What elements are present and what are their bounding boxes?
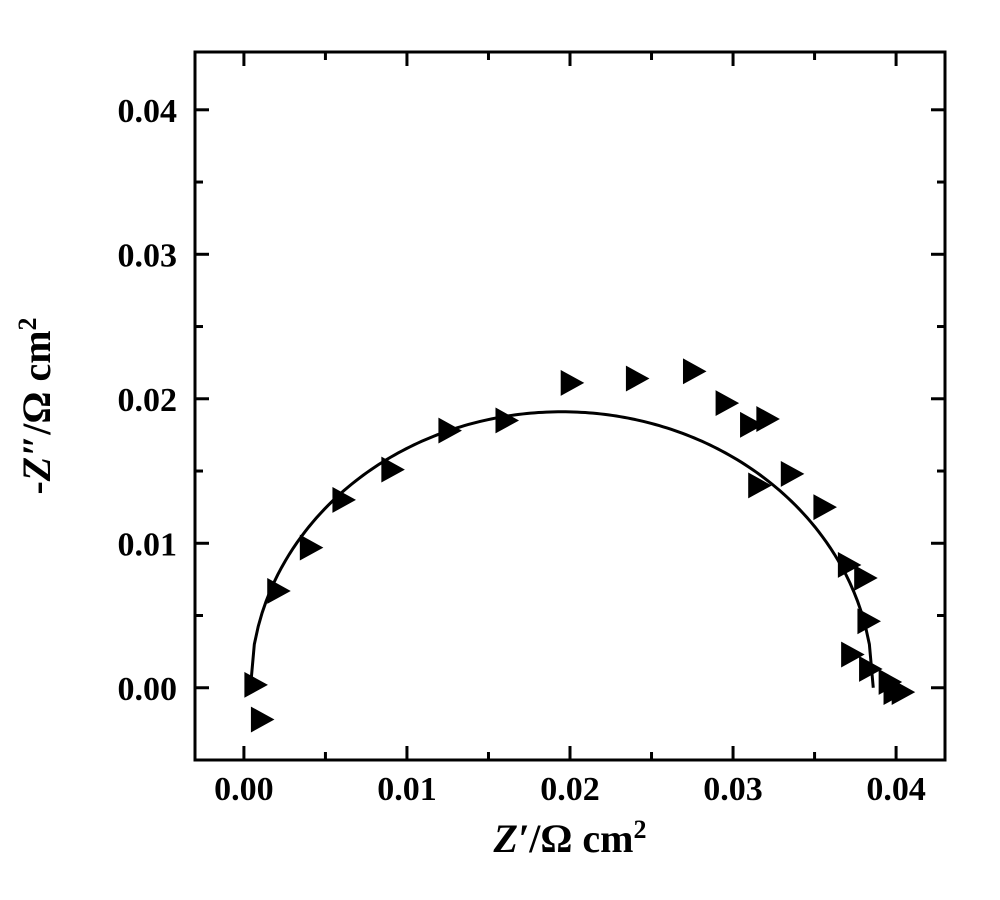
y-tick-label: 0.03 [118,237,178,274]
x-tick-label: 0.01 [377,771,437,808]
nyquist-plot: 0.00 0.01 0.02 0.03 0.04 0.00 0.01 0.02 0.03 0.04… [0,0,1000,900]
x-tick-label: 0.02 [540,771,600,808]
x-axis-label: Z′/Ω cm2 [493,815,647,862]
y-tick-label: 0.04 [118,93,178,130]
y-tick-label: 0.01 [118,526,178,563]
y-tick-label: 0.02 [118,382,178,419]
y-axis-label: -Z″/Ω cm2 [13,317,60,494]
x-tick-label: 0.04 [866,771,926,808]
y-tick-label: 0.00 [118,671,178,708]
x-tick-label: 0.00 [214,771,274,808]
x-tick-label: 0.03 [703,771,763,808]
chart-svg: 0.00 0.01 0.02 0.03 0.04 0.00 0.01 0.02 0.03 0.04… [0,0,1000,900]
